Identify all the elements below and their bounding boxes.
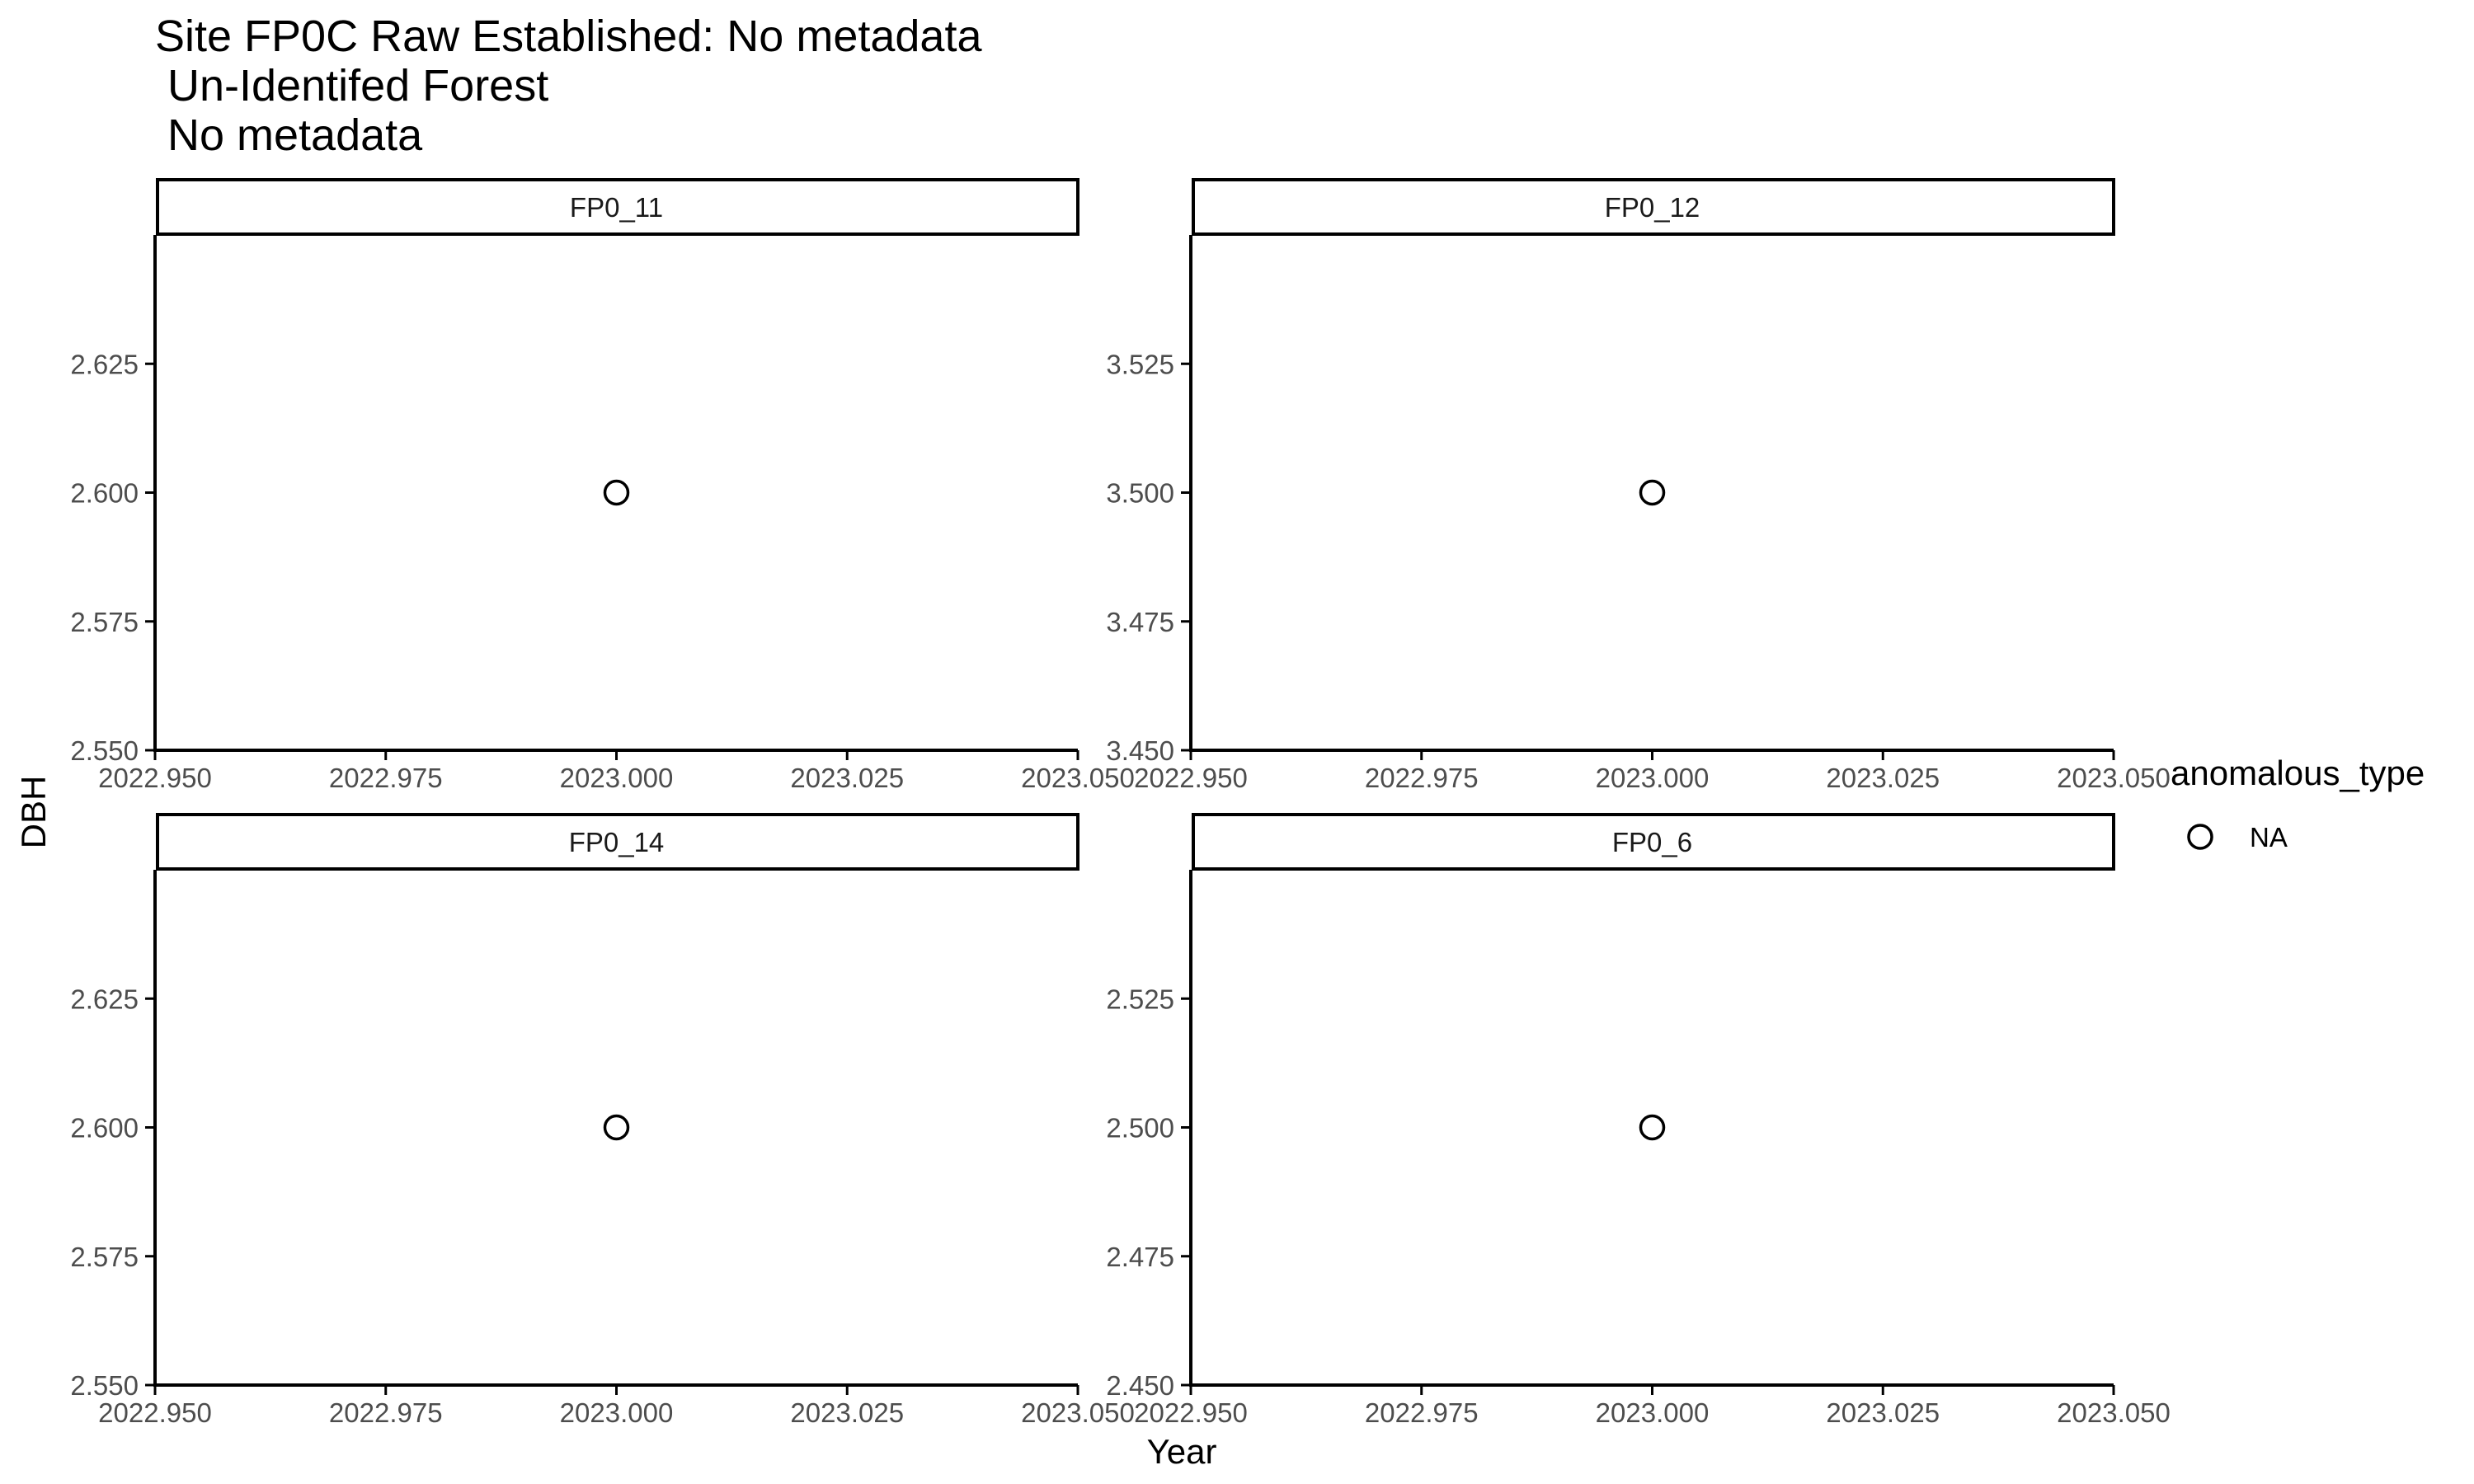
- data-point: [603, 479, 630, 506]
- facet-strip: [1192, 178, 2115, 236]
- x-axis-title: Year: [1147, 1432, 1217, 1471]
- facet-panel-FP0_11: FP0_11 2022.950 2022.975 2023.000 2023.025 20…: [70, 178, 1135, 793]
- facet-strip: [156, 813, 1079, 871]
- y-tick-label: 3.475: [1106, 607, 1174, 637]
- chart-title-text: Site FP0C Raw Established: No metadata U…: [155, 12, 982, 160]
- y-tick-label: 3.500: [1106, 478, 1174, 509]
- x-tick-label: 2022.950: [98, 763, 212, 793]
- y-tick-label: 2.500: [1106, 1113, 1174, 1144]
- x-tick-label: 2023.025: [790, 1397, 904, 1428]
- y-tick-label: 2.600: [70, 1113, 139, 1144]
- facet-panel-FP0_12: FP0_12 2022.950 2022.975 2023.000 2023.025 20…: [1106, 178, 2171, 793]
- y-tick-label: 2.450: [1106, 1370, 1174, 1401]
- y-axis-title: DBH: [14, 776, 53, 849]
- x-tick-label: 2023.050: [1021, 763, 1135, 793]
- x-tick-label: 2023.050: [2057, 763, 2171, 793]
- facet-panels: FP0_11 2022.950 2022.975 2023.000 2023.025 20…: [70, 178, 2171, 1428]
- chart-title-line: Un-Identifed Forest: [155, 61, 548, 110]
- x-tick-label: 2022.950: [98, 1397, 212, 1428]
- y-tick-label: 2.550: [70, 1370, 139, 1401]
- x-tick-label: 2022.950: [1134, 1397, 1248, 1428]
- y-tick-label: 2.575: [70, 607, 139, 637]
- data-point: [1639, 479, 1666, 506]
- facet-strip: [156, 178, 1079, 236]
- facet-strip-label: FP0_14: [569, 827, 665, 857]
- legend-entry-label: NA: [2250, 822, 2288, 852]
- x-tick-label: 2022.975: [329, 1397, 443, 1428]
- chart-title-line: No metadata: [155, 110, 423, 160]
- y-tick-label: 2.625: [70, 349, 139, 379]
- facet-panel-FP0_6: FP0_6 2022.950 2022.975 2023.000 2023.025 202…: [1106, 813, 2171, 1428]
- legend-key-circle: [2187, 824, 2213, 850]
- y-tick-label: 2.575: [70, 1242, 139, 1272]
- facet-strip-label: FP0_12: [1605, 192, 1700, 223]
- y-tick-label: 3.525: [1106, 349, 1174, 379]
- x-tick-label: 2023.000: [560, 763, 674, 793]
- x-tick-label: 2023.050: [2057, 1397, 2171, 1428]
- legend: anomalous_type NA: [2171, 754, 2425, 852]
- data-point: [603, 1114, 630, 1141]
- x-tick-label: 2023.025: [1826, 763, 1940, 793]
- x-tick-label: 2022.975: [1365, 763, 1479, 793]
- x-tick-label: 2023.025: [790, 763, 904, 793]
- x-tick-label: 2022.950: [1134, 763, 1248, 793]
- y-tick-label: 2.475: [1106, 1242, 1174, 1272]
- data-point: [1639, 1114, 1666, 1141]
- facet-panel-FP0_14: FP0_14 2022.950 2022.975 2023.000 2023.025 20…: [70, 813, 1135, 1428]
- x-tick-label: 2022.975: [329, 763, 443, 793]
- facet-strip-label: FP0_6: [1612, 827, 1692, 857]
- x-tick-label: 2023.000: [1596, 1397, 1710, 1428]
- x-tick-label: 2023.000: [560, 1397, 674, 1428]
- y-tick-label: 3.450: [1106, 735, 1174, 766]
- x-tick-label: 2023.025: [1826, 1397, 1940, 1428]
- y-tick-label: 2.550: [70, 735, 139, 766]
- y-tick-label: 2.525: [1106, 984, 1174, 1014]
- facet-strip-label: FP0_11: [570, 192, 663, 223]
- y-tick-label: 2.625: [70, 984, 139, 1014]
- x-tick-label: 2023.050: [1021, 1397, 1135, 1428]
- y-tick-label: 2.600: [70, 478, 139, 509]
- legend-title: anomalous_type: [2171, 754, 2425, 792]
- chart-title: Site FP0C Raw Established: No metadata U…: [155, 12, 982, 160]
- facet-strip: [1192, 813, 2115, 871]
- chart-title-line: Site FP0C Raw Established: No metadata: [155, 12, 982, 61]
- x-tick-label: 2023.000: [1596, 763, 1710, 793]
- x-tick-label: 2022.975: [1365, 1397, 1479, 1428]
